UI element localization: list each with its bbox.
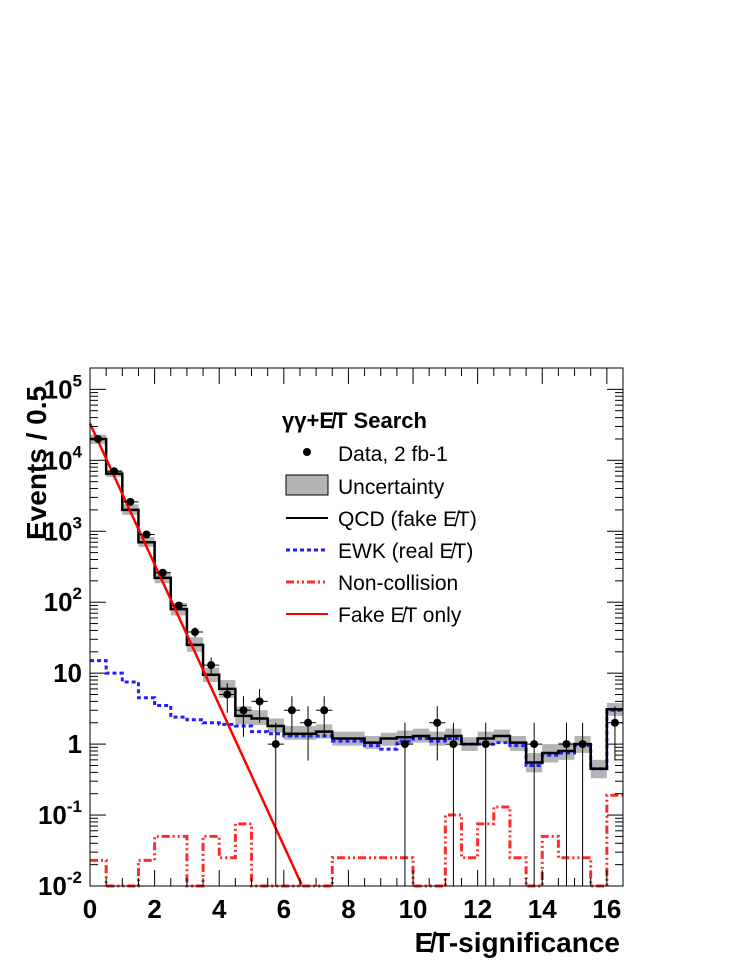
data-point (445, 722, 462, 886)
data-point (574, 722, 591, 886)
data-point (429, 706, 446, 761)
data-point (251, 688, 268, 723)
y-tick-label: 10-1 (38, 797, 82, 830)
legend-data-marker (303, 448, 311, 456)
x-axis-label: E̸T-significance (415, 927, 620, 958)
data-point (154, 568, 171, 577)
data-point (219, 683, 236, 713)
x-tick-label: 8 (341, 894, 355, 924)
data-point (186, 627, 204, 638)
x-tick-labels: 0 2 4 6 8 10 12 14 16 (83, 894, 622, 924)
data-point (316, 696, 333, 737)
x-tick-label: 0 (83, 894, 97, 924)
y-tick-label: 10-2 (38, 868, 82, 901)
y-axis-label: Events / 0.5 (21, 386, 52, 540)
x-tick-label: 4 (212, 894, 227, 924)
legend: γγ+E̸T Search Data, 2 fb-1 Uncertainty Q… (282, 408, 477, 627)
data-point (283, 696, 300, 737)
fake-met-fit-line (88, 422, 303, 886)
y-tick-labels: 10-2 10-1 1 10 102 103 104 105 (38, 371, 83, 901)
legend-entry-uncertainty: Uncertainty (338, 476, 445, 499)
data-point (558, 722, 575, 886)
data-point (138, 530, 155, 539)
data-point (396, 722, 414, 886)
y-tick-label: 10 (53, 658, 82, 688)
legend-entry-ewk: EWK (real E̸T) (338, 540, 473, 563)
data-point (122, 497, 139, 506)
x-tick-label: 12 (463, 894, 492, 924)
y-tick-label: 105 (44, 371, 82, 404)
data-points (90, 434, 623, 886)
legend-entry-data: Data, 2 fb-1 (338, 443, 448, 466)
y-tick-label: 1 (68, 729, 82, 759)
y-tick-label: 103 (44, 513, 82, 546)
y-tick-label: 102 (44, 584, 82, 617)
data-point (235, 696, 252, 737)
data-point (170, 601, 187, 610)
data-point (526, 722, 543, 886)
legend-title: γγ+E̸T Search (282, 408, 427, 433)
x-tick-label: 14 (528, 894, 557, 924)
data-point (203, 657, 220, 676)
plot-frame (89, 367, 624, 887)
axis-ticks (89, 367, 624, 887)
data-point (106, 467, 123, 476)
x-tick-label: 16 (592, 894, 621, 924)
x-tick-label: 2 (147, 894, 161, 924)
data-point (477, 722, 494, 886)
y-tick-label: 104 (44, 442, 83, 475)
data-point (267, 722, 284, 886)
x-tick-label: 10 (399, 894, 428, 924)
legend-entry-fake: Fake E̸T only (338, 604, 462, 627)
legend-uncertainty-swatch (285, 474, 329, 496)
data-point (299, 706, 317, 761)
legend-entry-noncollision: Non-collision (338, 572, 458, 595)
x-tick-label: 6 (277, 894, 291, 924)
legend-entry-qcd: QCD (fake E̸T) (338, 508, 477, 531)
